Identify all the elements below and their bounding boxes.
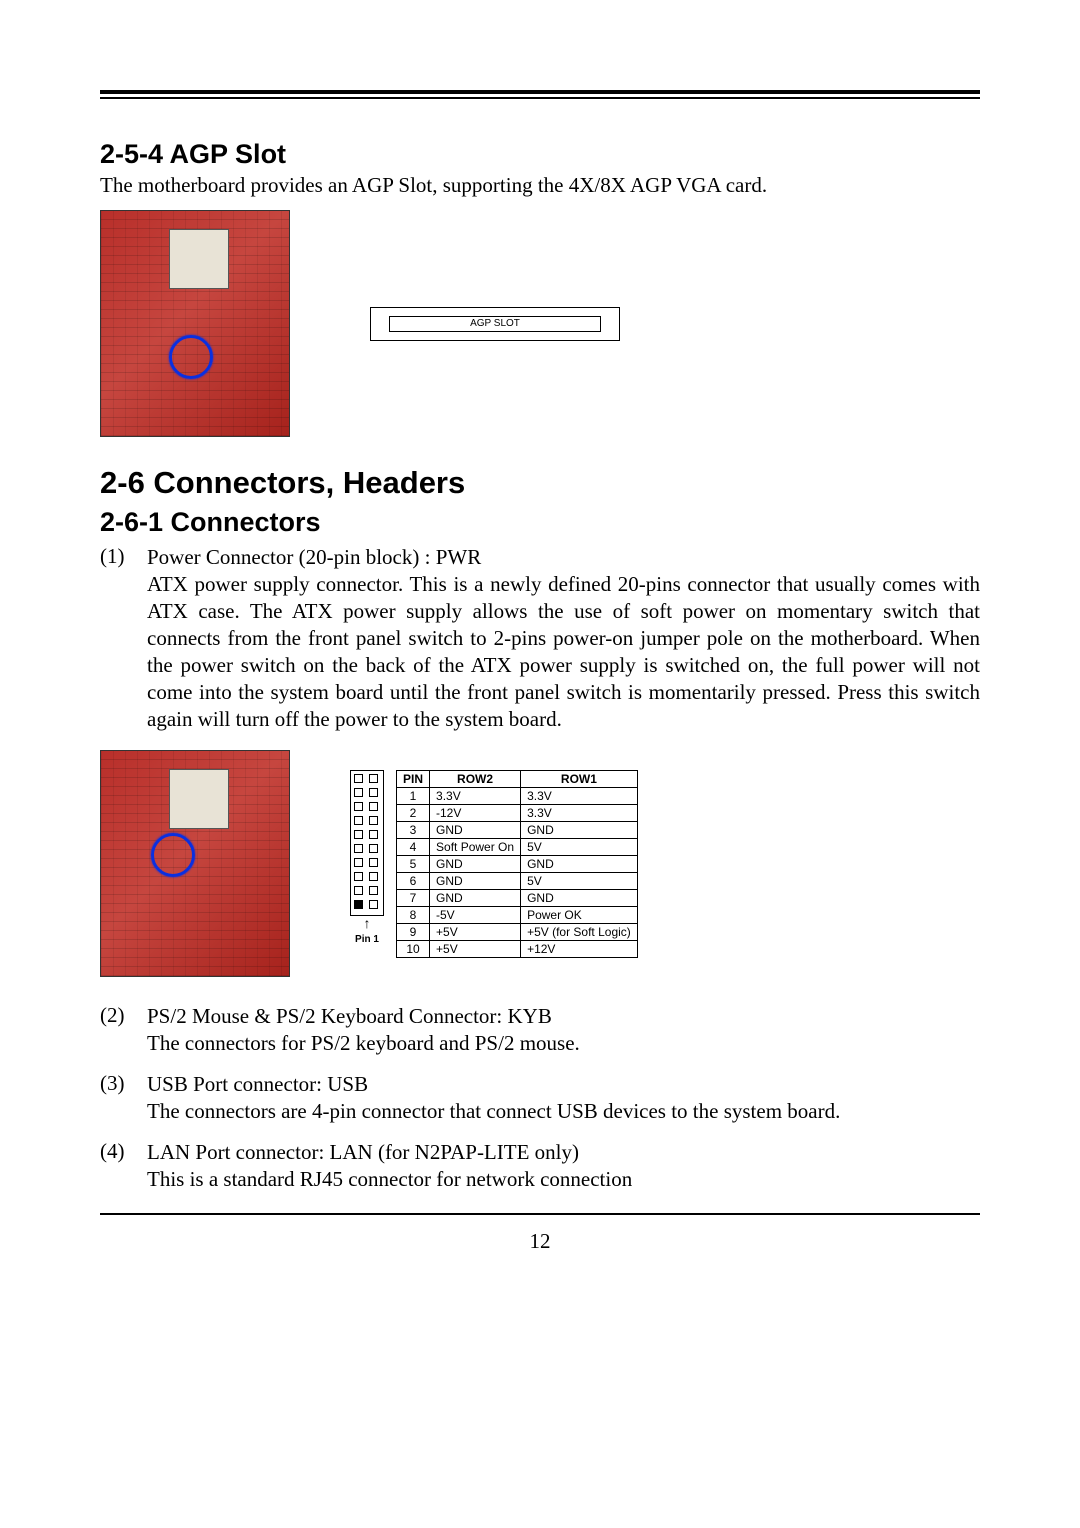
- up-arrow-icon: ↑: [364, 918, 371, 932]
- list-item-4: (4) LAN Port connector: LAN (for N2PAP-L…: [100, 1139, 980, 1193]
- list-text: The connectors are 4-pin connector that …: [147, 1099, 840, 1123]
- table-row: 2-12V3.3V: [397, 804, 638, 821]
- table-row: 9+5V+5V (for Soft Logic): [397, 923, 638, 940]
- list-body: Power Connector (20-pin block) : PWR ATX…: [147, 544, 980, 732]
- highlight-ring-icon: [169, 335, 213, 379]
- pin-block-diagram: [350, 770, 384, 916]
- top-rule-thick: [100, 90, 980, 94]
- agp-slot-description: The motherboard provides an AGP Slot, su…: [100, 172, 980, 198]
- motherboard-figure-1: [100, 210, 290, 437]
- heading-2-6: 2-6 Connectors, Headers: [100, 465, 980, 501]
- table-row: 6GND5V: [397, 872, 638, 889]
- table-row: 13.3V3.3V: [397, 787, 638, 804]
- highlight-ring-icon: [151, 833, 195, 877]
- bottom-rule: [100, 1213, 980, 1215]
- table-row: 7GNDGND: [397, 889, 638, 906]
- agp-slot-diagram: AGP SLOT: [370, 307, 620, 341]
- row1-col-header: ROW1: [521, 770, 638, 787]
- cpu-socket-graphic: [169, 229, 229, 289]
- list-item-2: (2) PS/2 Mouse & PS/2 Keyboard Connector…: [100, 1003, 980, 1057]
- list-number: (4): [100, 1139, 147, 1193]
- pin-assembly: ↑ Pin 1 PIN ROW2 ROW1 13.3V3.3V 2-12V3.3…: [350, 770, 638, 958]
- list-title: PS/2 Mouse & PS/2 Keyboard Connector: KY…: [147, 1004, 552, 1028]
- page-number: 12: [100, 1229, 980, 1254]
- agp-slot-label: AGP SLOT: [389, 316, 601, 332]
- list-number: (3): [100, 1071, 147, 1125]
- table-row: 5GNDGND: [397, 855, 638, 872]
- table-row: 8-5VPower OK: [397, 906, 638, 923]
- list-text: The connectors for PS/2 keyboard and PS/…: [147, 1031, 580, 1055]
- list-body: USB Port connector: USB The connectors a…: [147, 1071, 980, 1125]
- list-text: This is a standard RJ45 connector for ne…: [147, 1167, 632, 1191]
- pin-table-body: 13.3V3.3V 2-12V3.3V 3GNDGND 4Soft Power …: [397, 787, 638, 957]
- table-row: 3GNDGND: [397, 821, 638, 838]
- heading-2-6-1: 2-6-1 Connectors: [100, 507, 980, 538]
- list-title: LAN Port connector: LAN (for N2PAP-LITE …: [147, 1140, 579, 1164]
- heading-2-5-4: 2-5-4 AGP Slot: [100, 139, 980, 170]
- list-number: (1): [100, 544, 147, 732]
- list-text: ATX power supply connector. This is a ne…: [147, 572, 980, 730]
- list-body: PS/2 Mouse & PS/2 Keyboard Connector: KY…: [147, 1003, 980, 1057]
- table-row: 4Soft Power On5V: [397, 838, 638, 855]
- list-number: (2): [100, 1003, 147, 1057]
- pin-table: PIN ROW2 ROW1 13.3V3.3V 2-12V3.3V 3GNDGN…: [396, 770, 638, 958]
- list-title: USB Port connector: USB: [147, 1072, 368, 1096]
- table-row: 10+5V+12V: [397, 940, 638, 957]
- pin-col-header: PIN: [397, 770, 430, 787]
- motherboard-figure-2: [100, 750, 290, 977]
- cpu-socket-graphic: [169, 769, 229, 829]
- page: 2-5-4 AGP Slot The motherboard provides …: [0, 0, 1080, 1294]
- figure-power-row: ↑ Pin 1 PIN ROW2 ROW1 13.3V3.3V 2-12V3.3…: [100, 750, 980, 977]
- bottom-rule-wrap: [100, 1213, 980, 1215]
- list-item-3: (3) USB Port connector: USB The connecto…: [100, 1071, 980, 1125]
- pin-block-column: ↑ Pin 1: [350, 770, 384, 945]
- list-body: LAN Port connector: LAN (for N2PAP-LITE …: [147, 1139, 980, 1193]
- pin1-label: Pin 1: [355, 934, 379, 945]
- top-rule-thin: [100, 97, 980, 99]
- list-item-1: (1) Power Connector (20-pin block) : PWR…: [100, 544, 980, 732]
- list-title: Power Connector (20-pin block) : PWR: [147, 545, 481, 569]
- figure-agp-row: AGP SLOT: [100, 210, 980, 437]
- pin1-marker-icon: [354, 900, 363, 909]
- row2-col-header: ROW2: [430, 770, 521, 787]
